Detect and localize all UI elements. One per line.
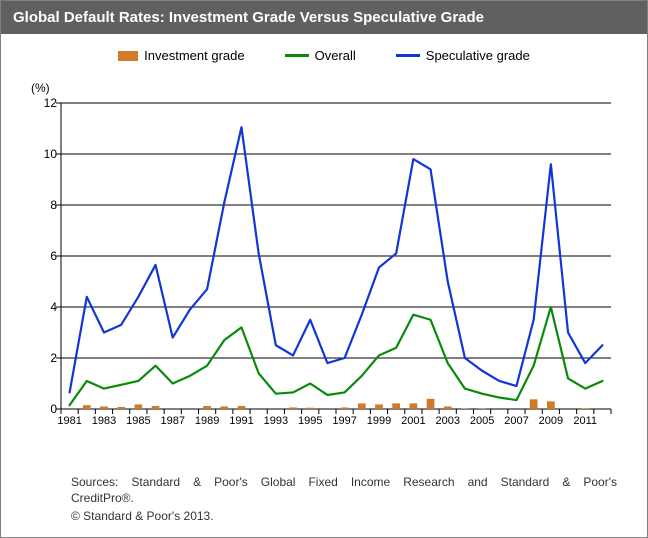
copyright-text: © Standard & Poor's 2013. <box>71 509 617 523</box>
legend-swatch-bar <box>118 51 138 61</box>
legend: Investment grade Overall Speculative gra… <box>1 34 647 69</box>
y-tick-label: 2 <box>27 351 57 365</box>
chart-container: Global Default Rates: Investment Grade V… <box>0 0 648 538</box>
legend-item-investment-grade: Investment grade <box>118 48 244 63</box>
x-tick-label: 1993 <box>264 415 288 427</box>
y-tick-label: 8 <box>27 198 57 212</box>
x-tick-label: 1983 <box>92 415 116 427</box>
x-tick-label: 1999 <box>367 415 391 427</box>
x-tick-label: 2011 <box>573 415 597 427</box>
x-tick-label: 2007 <box>504 415 528 427</box>
chart-title: Global Default Rates: Investment Grade V… <box>1 1 647 34</box>
x-tick-label: 2009 <box>539 415 563 427</box>
y-tick-label: 0 <box>27 402 57 416</box>
y-tick-label: 6 <box>27 249 57 263</box>
x-tick-label: 1985 <box>126 415 150 427</box>
x-tick-label: 1989 <box>195 415 219 427</box>
source-text-line2: CreditPro®. <box>71 491 617 505</box>
x-tick-label: 2003 <box>435 415 459 427</box>
legend-swatch-line <box>285 54 309 57</box>
legend-label: Speculative grade <box>426 48 530 63</box>
x-tick-label: 1981 <box>57 415 81 427</box>
x-tick-label: 2005 <box>470 415 494 427</box>
legend-item-speculative-grade: Speculative grade <box>396 48 530 63</box>
x-tick-label: 1995 <box>298 415 322 427</box>
plot-area: 0 2 4 6 8 10 12 1981 1983 1985 1987 1989 1991 1993 199… <box>21 99 629 449</box>
y-tick-label: 12 <box>27 96 57 110</box>
y-tick-label: 10 <box>27 147 57 161</box>
x-tick-label: 1991 <box>229 415 253 427</box>
x-tick-label: 2001 <box>401 415 425 427</box>
chart-svg <box>21 99 629 449</box>
x-tick-label: 1987 <box>160 415 184 427</box>
chart-footer: Sources: Standard & Poor's Global Fixed … <box>71 474 617 523</box>
y-tick-label: 4 <box>27 300 57 314</box>
source-text-line1: Sources: Standard & Poor's Global Fixed … <box>71 474 617 491</box>
legend-item-overall: Overall <box>285 48 356 63</box>
legend-label: Overall <box>315 48 356 63</box>
legend-label: Investment grade <box>144 48 244 63</box>
y-axis-label: (%) <box>31 81 50 95</box>
x-tick-label: 1997 <box>332 415 356 427</box>
legend-swatch-line <box>396 54 420 57</box>
